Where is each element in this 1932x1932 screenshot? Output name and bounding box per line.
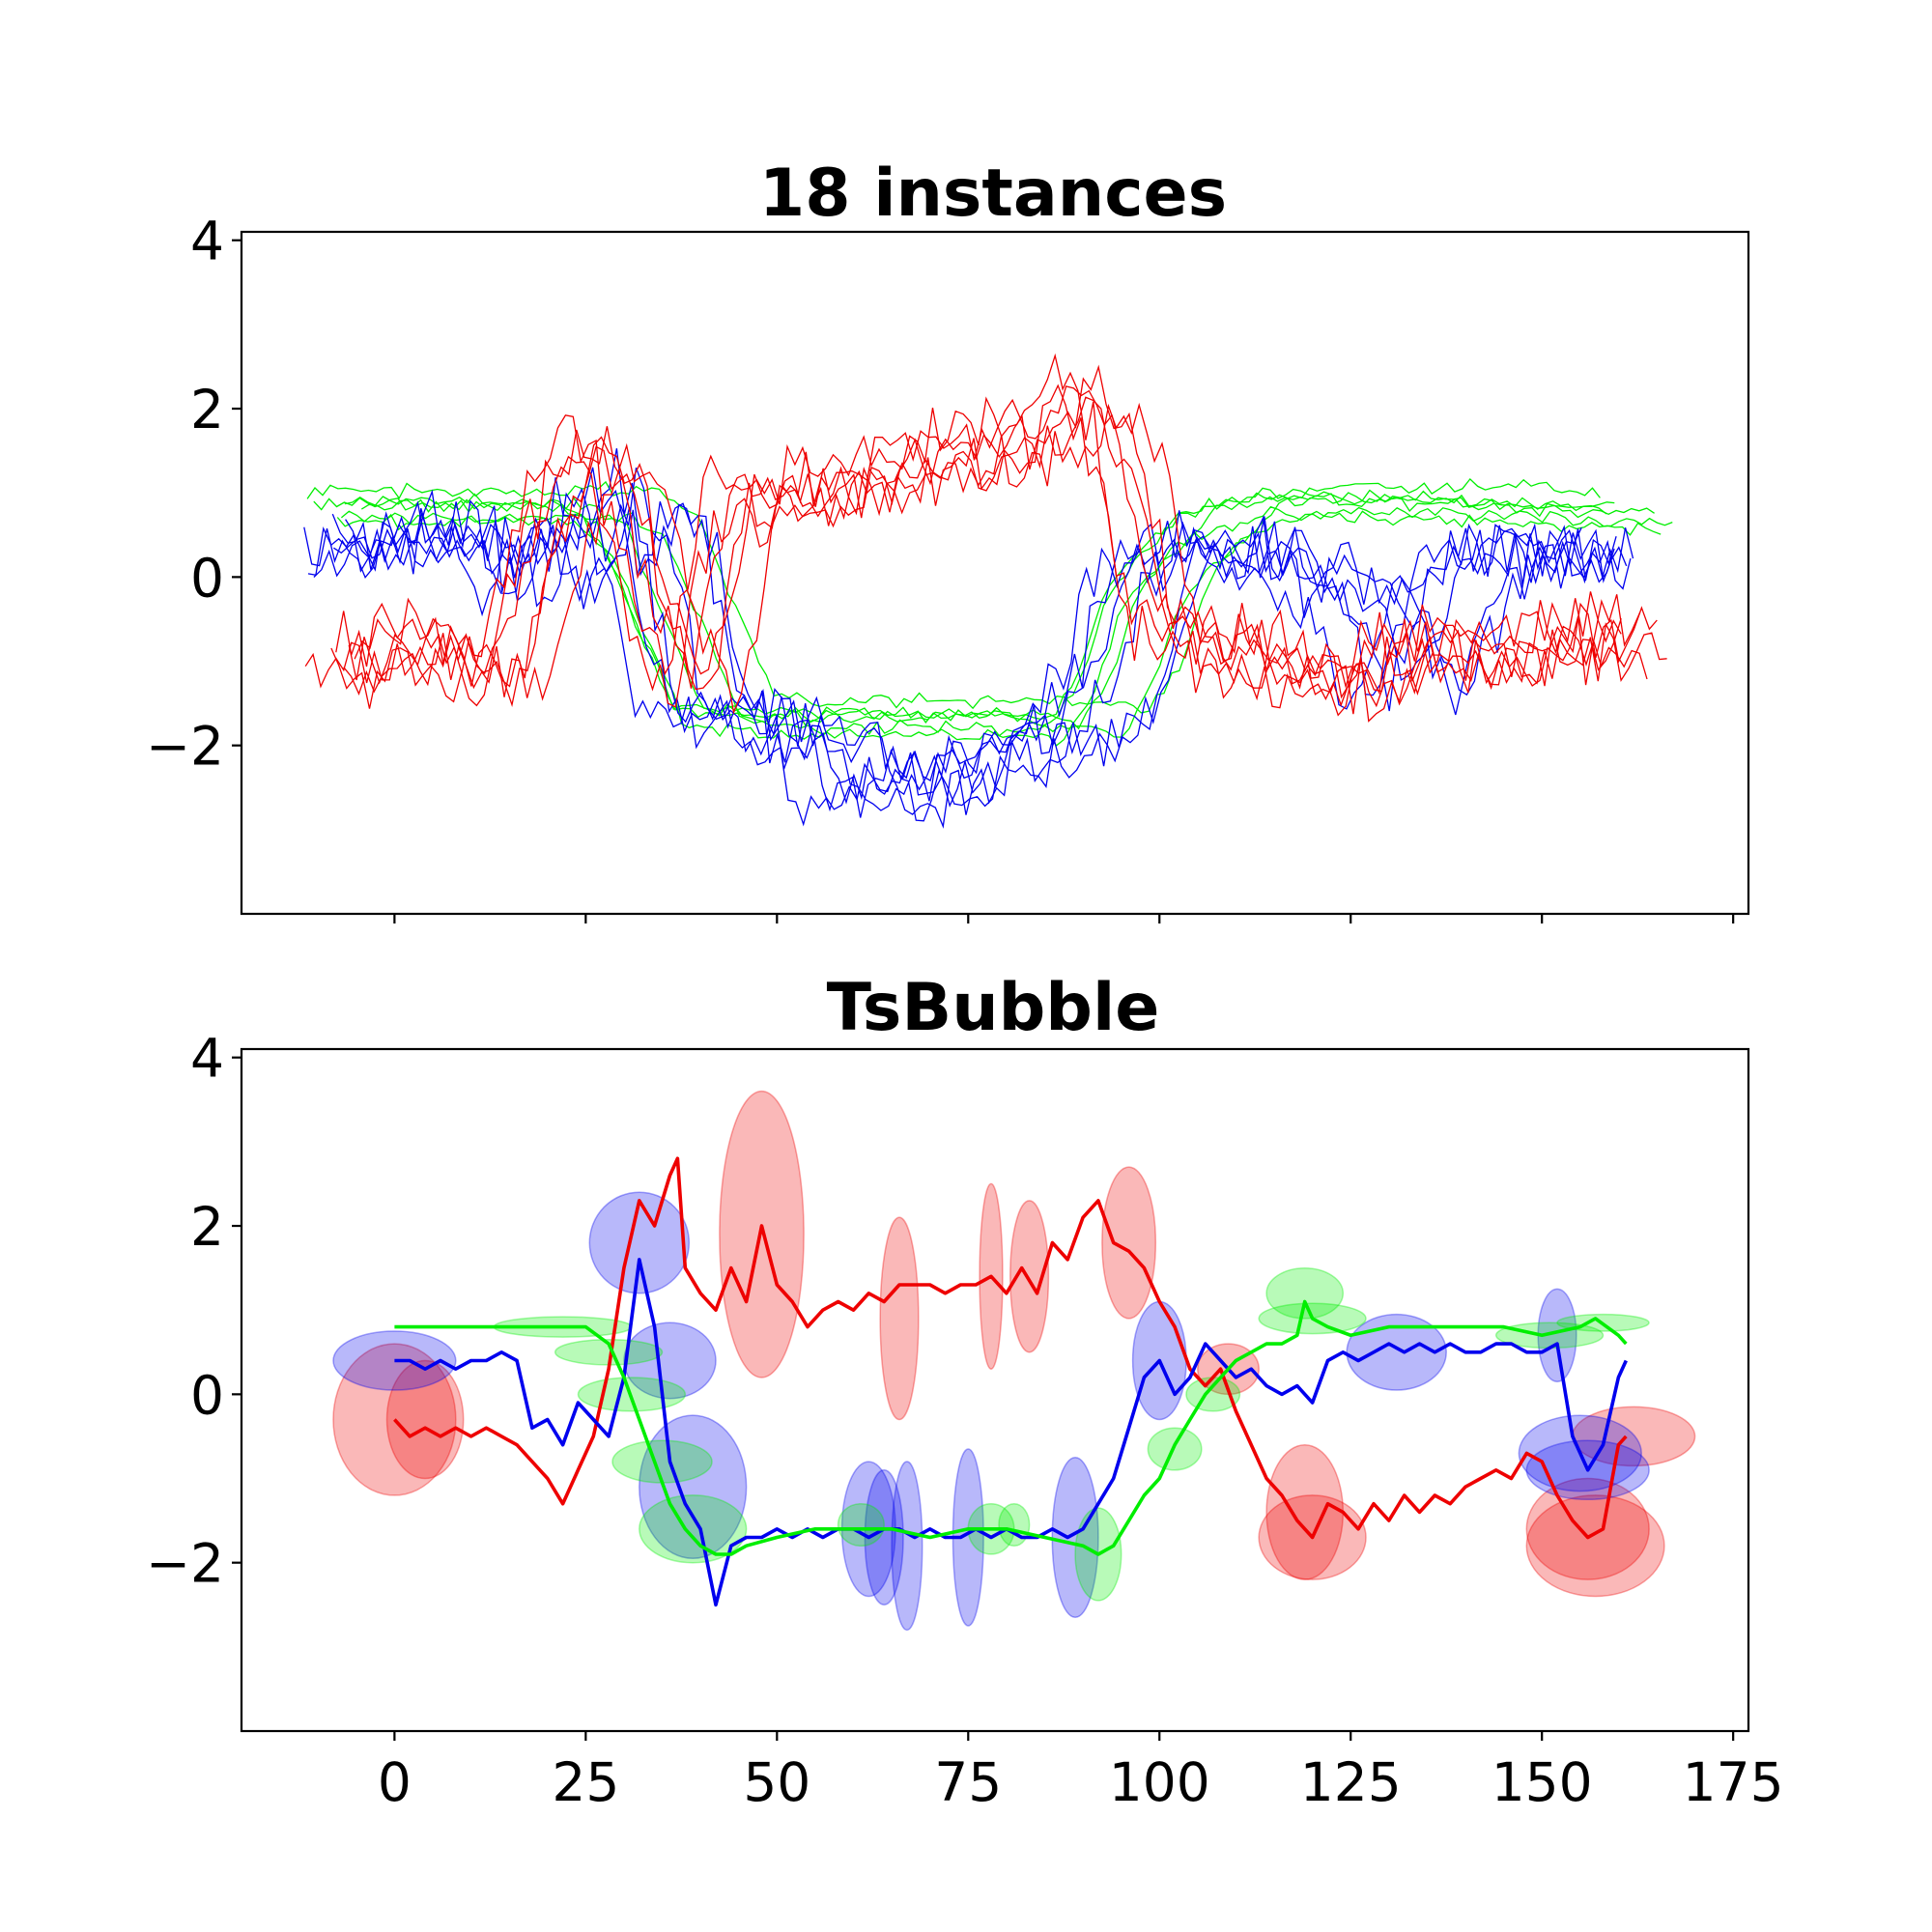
- top-chart-panel: 18 instances −2 0 2 4: [146, 156, 1750, 923]
- bottom-chart-bubble-35: [998, 1502, 1031, 1548]
- bottom-chart-bubble-15: [588, 1191, 691, 1294]
- top-chart-series-1-instance-1: [307, 501, 1617, 829]
- top-chart-series-1-instance-6: [313, 487, 1615, 827]
- bottom-chart-bubble-33: [837, 1502, 885, 1548]
- top-chart-ytick-label: 2: [190, 379, 224, 440]
- top-chart-series-0-instance-1: [340, 506, 1673, 738]
- top-chart-series-0-instance-6: [344, 487, 1615, 721]
- bottom-chart-xtick-label: 175: [1683, 1751, 1784, 1813]
- bottom-chart-ytick-label: −2: [146, 1533, 224, 1595]
- bottom-chart-bubble-19: [864, 1469, 904, 1605]
- bottom-chart-bubble-32: [639, 1494, 748, 1564]
- bottom-chart-series-2-line: [394, 1299, 1628, 1556]
- bottom-chart-xtick-label: 50: [743, 1751, 810, 1813]
- bottom-chart-bubble-2: [385, 1359, 465, 1480]
- bottom-chart-ytick-label: 4: [190, 1028, 224, 1090]
- bottom-chart-xtick-label: 75: [934, 1751, 1002, 1813]
- bottom-chart-bubble-12: [1525, 1494, 1665, 1598]
- bottom-chart-bubble-38: [1185, 1377, 1241, 1412]
- top-chart-series-2-instance-2: [354, 385, 1641, 699]
- bottom-chart-xtick-label: 150: [1492, 1751, 1593, 1813]
- bottom-chart-bubble-4: [879, 1216, 920, 1421]
- bottom-chart-xtick-label: 0: [378, 1751, 412, 1813]
- bottom-chart-xtick-label: 125: [1300, 1751, 1402, 1813]
- top-chart-series-2-instance-5: [330, 384, 1648, 709]
- bottom-chart-series-0-line: [393, 1156, 1628, 1540]
- bottom-chart-xtick-label: 25: [552, 1751, 619, 1813]
- top-chart-series-0-instance-4: [306, 477, 1601, 714]
- top-chart-series-1-instance-2: [345, 467, 1632, 811]
- top-chart-ytick-label: −2: [146, 716, 224, 778]
- top-chart-ytick-label: 0: [190, 547, 224, 609]
- bottom-chart-bubble-16: [623, 1321, 717, 1400]
- top-chart-series-2-instance-6: [335, 353, 1622, 689]
- top-chart-series-2-instance-3: [343, 402, 1667, 723]
- bottom-chart-ytick-label: 0: [190, 1364, 224, 1426]
- bottom-chart-data-layer: [332, 1090, 1696, 1632]
- bottom-chart-bubble-24: [1346, 1313, 1447, 1391]
- top-chart-series-2-instance-4: [348, 364, 1658, 693]
- bottom-chart-bubble-6: [1009, 1200, 1050, 1353]
- bottom-chart-panel: TsBubble −2 0 2 4 0 25 50 75 100 125 150 175: [146, 970, 1784, 1813]
- top-chart-frame: [240, 230, 1750, 916]
- top-chart-data-layer: [303, 353, 1673, 829]
- bottom-chart-bubble-31: [611, 1439, 713, 1484]
- bottom-chart-ytick-label: 2: [190, 1196, 224, 1258]
- bottom-chart-bubble-11: [1525, 1477, 1650, 1580]
- top-chart-ytick-label: 4: [190, 211, 224, 272]
- top-chart-series-1-instance-3: [331, 467, 1634, 818]
- bottom-chart-xtick-label: 100: [1109, 1751, 1210, 1813]
- top-chart-title: 18 instances: [759, 156, 1227, 232]
- bottom-chart-frame: [240, 1047, 1750, 1733]
- top-chart-series-0-instance-3: [360, 492, 1655, 727]
- top-chart-series-1-instance-4: [303, 503, 1582, 822]
- top-chart-series-1-instance-5: [333, 448, 1628, 805]
- bottom-chart-series-1-line: [394, 1258, 1628, 1607]
- bottom-chart-bubble-20: [891, 1461, 923, 1632]
- top-chart-plot-area: −2 0 2 4: [146, 211, 1750, 923]
- bottom-chart-bubble-7: [1101, 1166, 1157, 1320]
- bottom-chart-title: TsBubble: [827, 970, 1160, 1046]
- bottom-chart-bubble-17: [639, 1414, 748, 1560]
- top-chart-series-2-instance-1: [304, 396, 1622, 717]
- bottom-chart-bubble-39: [1265, 1266, 1345, 1320]
- bottom-chart-plot-area: −2 0 2 4 0 25 50 75 100 125 150 175: [146, 1028, 1784, 1813]
